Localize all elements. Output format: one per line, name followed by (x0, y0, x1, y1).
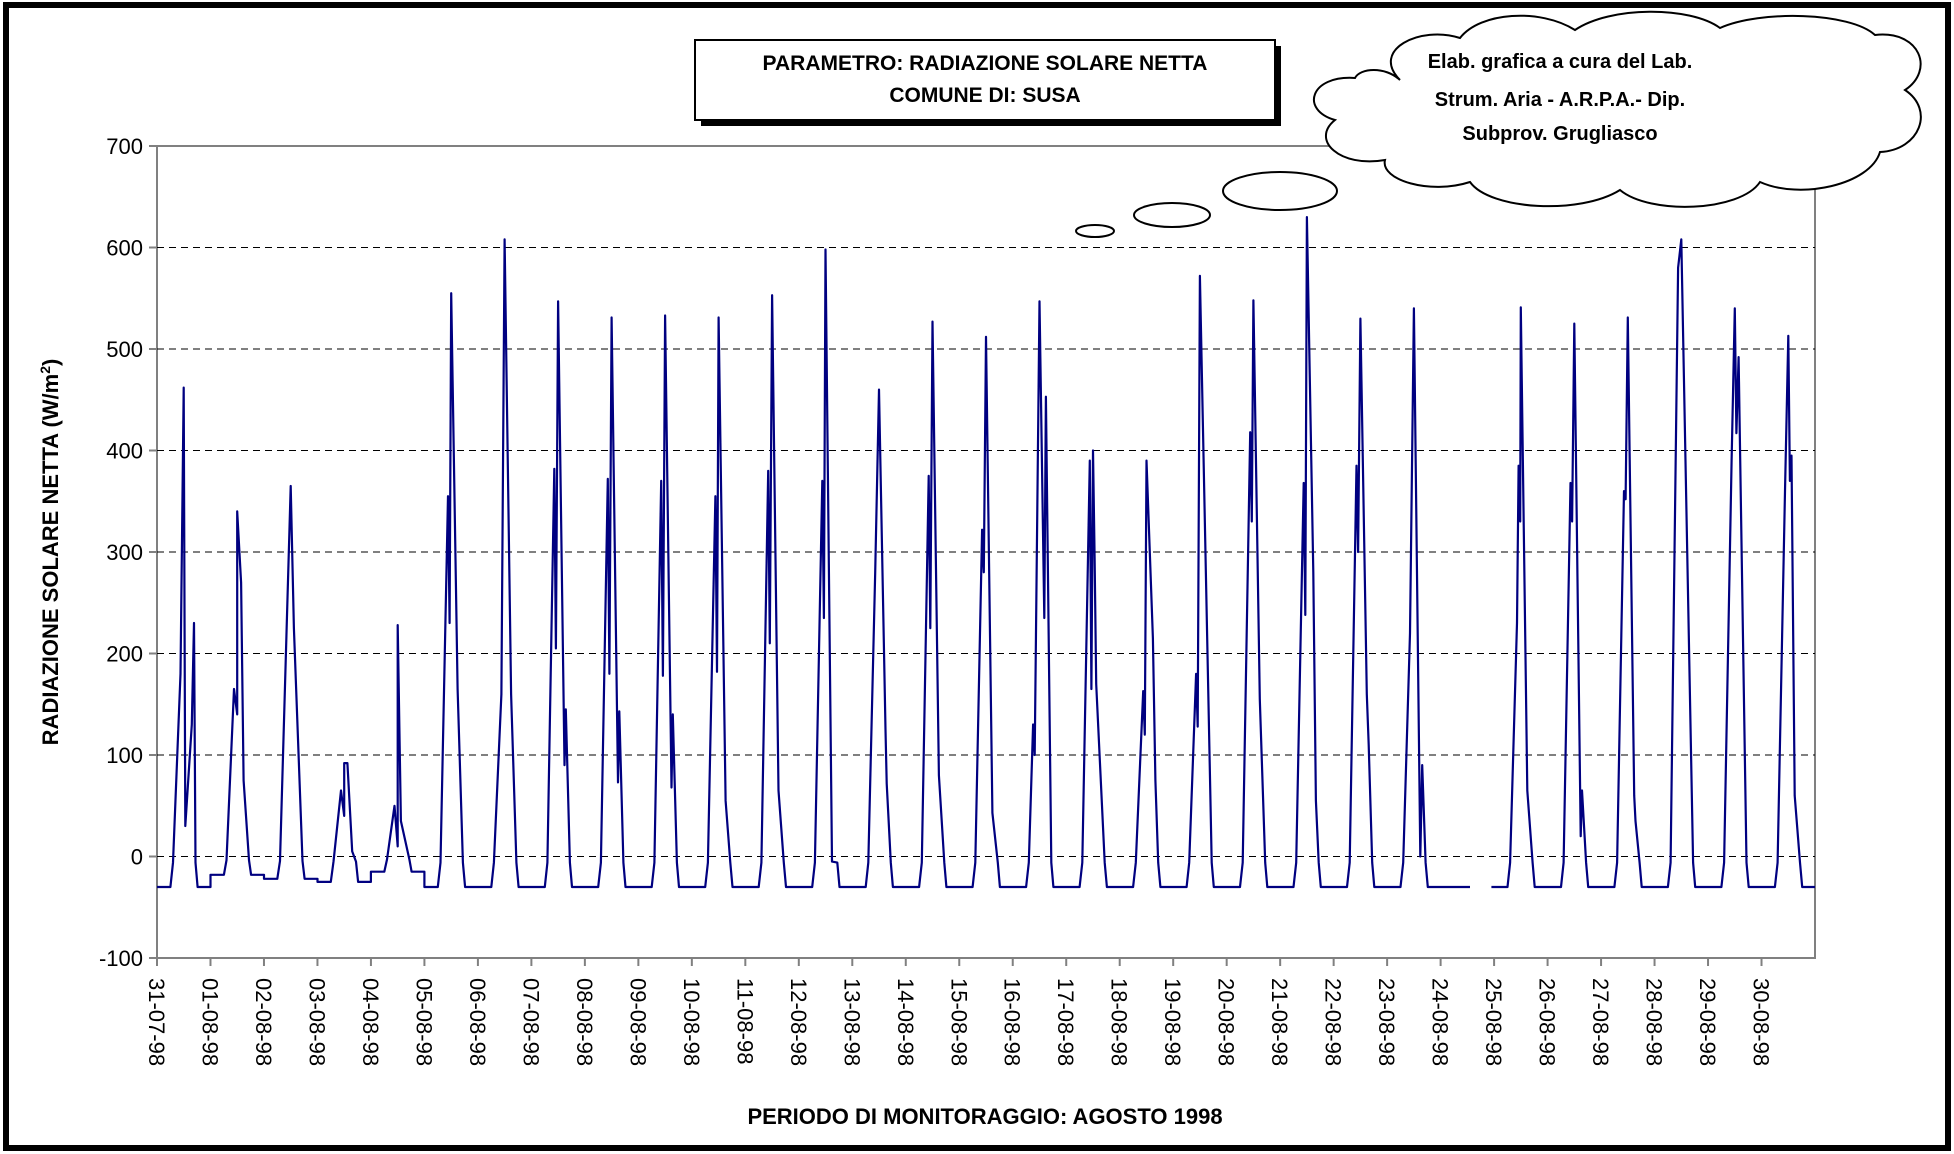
x-tick-label: 07-08-98 (518, 978, 543, 1066)
x-tick-label: 11-08-98 (732, 978, 757, 1064)
x-tick-label: 14-08-98 (893, 978, 918, 1066)
series-line (1491, 238, 1815, 889)
x-tick-label: 28-08-98 (1642, 978, 1667, 1066)
y-tick-label: 400 (106, 439, 143, 464)
y-tick-label: 200 (106, 642, 143, 667)
chart-title-line1: PARAMETRO: RADIAZIONE SOLARE NETTA (763, 52, 1208, 75)
annotation-line1: Elab. grafica a cura del Lab. (1428, 51, 1693, 73)
bubble-dot-small (1075, 224, 1115, 238)
title-box (694, 39, 1276, 121)
y-axis-title: RADIAZIONE SOLARE NETTA (W/m2) (37, 359, 63, 746)
x-tick-label: 01-08-98 (197, 978, 222, 1066)
x-tick-label: 06-08-98 (465, 978, 490, 1066)
x-tick-label: 17-08-98 (1053, 978, 1078, 1066)
x-tick-label: 18-08-98 (1107, 978, 1132, 1066)
x-tick-label: 15-08-98 (946, 978, 971, 1066)
x-tick-label: 10-08-98 (679, 978, 704, 1066)
y-axis-title-main: RADIAZIONE SOLARE NETTA (W/m (38, 374, 63, 746)
y-tick-label: 700 (106, 134, 143, 159)
y-tick-label: 500 (106, 337, 143, 362)
chart-title-line2: COMUNE DI: SUSA (889, 84, 1080, 107)
x-tick-label: 16-08-98 (1000, 978, 1025, 1066)
y-tick-label: 300 (106, 540, 143, 565)
x-tick-label: 27-08-98 (1588, 978, 1613, 1066)
thought-bubble: Elab. grafica a cura del Lab. Strum. Ari… (1075, 10, 1922, 238)
x-tick-label: 03-08-98 (304, 978, 329, 1066)
x-tick-label: 29-08-98 (1695, 978, 1720, 1066)
cloud-shape (1313, 10, 1922, 208)
x-axis: 31-07-98 01-08-98 02-08-98 03-08-98 04-08-98… (144, 958, 1774, 1066)
y-tick-label: 100 (106, 743, 143, 768)
x-tick-label: 02-08-98 (251, 978, 276, 1066)
bubble-dot-medium (1133, 202, 1211, 228)
x-tick-label: 21-08-98 (1267, 978, 1292, 1066)
x-tick-label: 23-08-98 (1374, 978, 1399, 1066)
y-axis-title-sup: 2 (37, 366, 53, 374)
x-tick-label: 30-08-98 (1749, 978, 1774, 1066)
x-tick-label: 08-08-98 (572, 978, 597, 1066)
x-tick-label: 20-08-98 (1214, 978, 1239, 1066)
x-tick-label: 22-08-98 (1321, 978, 1346, 1066)
y-tick-label: 0 (131, 845, 143, 870)
x-axis-title: PERIODO DI MONITORAGGIO: AGOSTO 1998 (747, 1104, 1222, 1129)
y-axis-title-close: ) (38, 359, 63, 366)
y-tick-label: -100 (99, 946, 143, 971)
y-axis: -100 0 100 200 300 400 500 600 700 (99, 134, 157, 971)
x-tick-label: 31-07-98 (144, 978, 169, 1066)
x-tick-label: 12-08-98 (786, 978, 811, 1066)
x-tick-label: 24-08-98 (1428, 978, 1453, 1066)
bubble-dot-large (1222, 171, 1338, 211)
x-tick-label: 13-08-98 (839, 978, 864, 1066)
x-tick-label: 04-08-98 (358, 978, 383, 1066)
x-tick-label: 05-08-98 (411, 978, 436, 1066)
x-tick-label: 19-08-98 (1160, 978, 1185, 1066)
y-tick-label: 600 (106, 236, 143, 261)
x-tick-label: 26-08-98 (1535, 978, 1560, 1066)
x-tick-label: 25-08-98 (1481, 978, 1506, 1066)
annotation-line3: Subprov. Grugliasco (1462, 123, 1657, 145)
series-group (157, 216, 1815, 889)
x-tick-label: 09-08-98 (625, 978, 650, 1066)
annotation-line2: Strum. Aria - A.R.P.A.- Dip. (1435, 89, 1685, 111)
series-line (157, 216, 1470, 889)
